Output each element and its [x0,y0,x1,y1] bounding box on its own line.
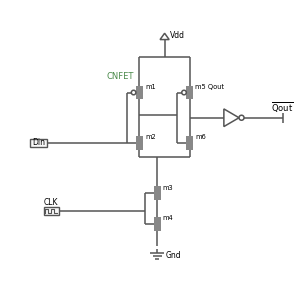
Bar [154,217,161,231]
Text: m6: m6 [195,134,206,140]
Text: Vdd: Vdd [170,30,185,40]
Text: m5 Qout: m5 Qout [195,84,224,90]
Text: m2: m2 [145,134,156,140]
Text: Gnd: Gnd [166,251,181,260]
Text: $\overline{\rm Qout}$: $\overline{\rm Qout}$ [271,100,293,115]
Text: m4: m4 [163,215,173,221]
Text: CNFET: CNFET [107,72,134,81]
Text: m1: m1 [145,84,156,90]
Bar [30,139,47,147]
Text: m3: m3 [163,185,173,191]
Bar [154,186,161,200]
Text: CLK: CLK [44,198,58,207]
Bar [186,136,193,150]
Bar [136,86,143,99]
Text: Din: Din [32,139,45,147]
Bar [186,86,193,99]
Bar [136,136,143,150]
Bar [43,207,59,215]
